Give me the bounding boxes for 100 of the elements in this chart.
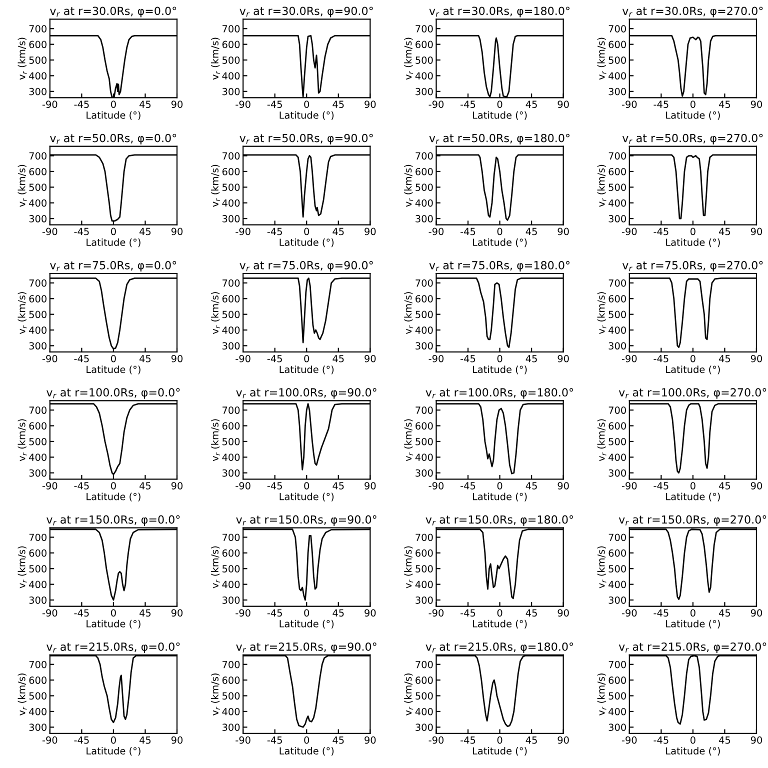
chart-title: v$_{r}$ at r=100.0Rs, φ=270.0° [618, 388, 766, 399]
y-tick-label: 500 [416, 565, 433, 572]
y-tick-label: 500 [222, 565, 240, 572]
x-tick-label: -45 [74, 355, 89, 362]
x-tick-label: 90 [750, 609, 762, 617]
y-tick-label: 400 [29, 326, 46, 334]
y-tick-label: 300 [222, 215, 240, 222]
x-tick-label: 45 [719, 100, 730, 108]
y-axis-title: v$_{r}$ (km/s) [404, 419, 414, 462]
x-tick-label: 45 [526, 482, 537, 490]
line-series [436, 278, 564, 348]
x-tick-label: -90 [236, 736, 250, 744]
x-tick-label: -90 [622, 354, 637, 362]
y-tick-label: 700 [29, 25, 46, 32]
x-tick-label: 90 [750, 100, 762, 108]
y-tick-label: 600 [222, 549, 240, 557]
y-tick-label: 700 [416, 279, 433, 287]
x-tick-label: 45 [526, 355, 537, 362]
y-axis-title: v$_{r}$ (km/s) [18, 419, 27, 462]
y-axis-title: v$_{r}$ (km/s) [18, 546, 27, 588]
y-tick-label: 400 [29, 454, 46, 461]
y-tick-label: 500 [29, 184, 46, 191]
x-tick-label: 90 [171, 354, 183, 362]
y-tick-label: 600 [416, 295, 433, 302]
y-tick-label: 500 [608, 184, 626, 191]
y-tick-label: 400 [222, 72, 240, 80]
x-tick-label: 90 [558, 736, 569, 744]
y-tick-label: 700 [608, 660, 626, 668]
x-axis-title: Latitude (°) [86, 238, 140, 248]
y-tick-label: 700 [222, 25, 240, 32]
y-tick-label: 600 [416, 549, 433, 557]
y-tick-label: 600 [29, 168, 46, 176]
x-tick-label: 90 [171, 228, 183, 236]
x-axis-title: Latitude (°) [666, 111, 720, 120]
y-tick-label: 400 [608, 326, 626, 334]
y-tick-label: 400 [415, 199, 433, 207]
x-tick-label: 0 [497, 228, 502, 236]
x-tick-label: 90 [750, 736, 762, 744]
x-tick-label: 0 [304, 609, 310, 617]
x-tick-label: -45 [74, 100, 89, 108]
y-tick-label: 500 [222, 184, 240, 191]
y-tick-label: 300 [416, 724, 433, 731]
y-tick-label: 300 [416, 469, 433, 477]
y-tick-label: 500 [222, 56, 240, 64]
x-tick-label: 90 [364, 354, 376, 362]
y-tick-label: 500 [416, 184, 433, 191]
x-tick-label: 90 [171, 736, 183, 744]
x-tick-label: -90 [236, 482, 250, 490]
x-tick-label: 0 [111, 354, 116, 362]
y-tick-label: 400 [222, 708, 240, 716]
y-tick-label: 600 [29, 549, 46, 557]
x-tick-label: -45 [267, 609, 282, 617]
y-tick-label: 300 [29, 469, 46, 477]
x-tick-label: -90 [42, 609, 58, 617]
x-tick-label: 45 [719, 482, 730, 490]
y-tick-label: 700 [222, 660, 240, 668]
y-axis-title: v$_{r}$ (km/s) [597, 546, 606, 588]
x-tick-label: -90 [42, 482, 58, 490]
x-tick-label: 45 [526, 736, 537, 744]
y-axis-title: v$_{r}$ (km/s) [597, 674, 606, 716]
x-tick-label: 0 [497, 482, 502, 490]
chart-title: v$_{r}$ at r=30.0Rs, φ=90.0° [240, 6, 373, 18]
y-tick-label: 400 [415, 454, 433, 461]
x-tick-label: -90 [236, 609, 250, 617]
x-tick-label: 90 [364, 228, 376, 236]
chart-title: v$_{r}$ at r=150.0Rs, φ=0.0° [46, 515, 180, 526]
x-tick-label: 45 [332, 736, 344, 744]
x-tick-label: -45 [267, 228, 282, 236]
x-tick-label: -45 [460, 482, 476, 490]
y-axis-title: v$_{r}$ (km/s) [597, 419, 606, 462]
x-axis-title: Latitude (°) [472, 747, 527, 756]
y-tick-label: 700 [416, 660, 433, 668]
y-tick-label: 400 [415, 708, 433, 716]
y-tick-label: 500 [416, 438, 433, 446]
y-tick-label: 300 [222, 724, 240, 731]
x-axis-title: Latitude (°) [280, 111, 334, 120]
y-tick-label: 300 [29, 342, 46, 350]
y-tick-label: 300 [222, 469, 240, 477]
x-tick-label: -90 [42, 228, 58, 236]
y-tick-label: 300 [608, 215, 626, 222]
y-tick-label: 300 [416, 88, 433, 96]
x-axis-title: Latitude (°) [472, 238, 527, 248]
x-tick-label: -90 [428, 354, 444, 362]
x-tick-label: 45 [140, 228, 151, 236]
y-tick-label: 400 [415, 326, 433, 334]
x-tick-label: -90 [428, 228, 444, 236]
x-tick-label: 45 [332, 228, 344, 236]
x-axis-title: Latitude (°) [666, 620, 720, 629]
y-axis-title: v$_{r}$ (km/s) [404, 292, 414, 334]
y-tick-label: 700 [608, 279, 626, 287]
x-axis-title: Latitude (°) [472, 492, 527, 502]
y-tick-label: 300 [416, 596, 433, 604]
x-tick-label: 0 [304, 100, 310, 108]
y-tick-label: 300 [608, 469, 626, 477]
y-tick-label: 400 [608, 454, 626, 461]
y-tick-label: 600 [29, 295, 46, 302]
y-tick-label: 500 [29, 692, 46, 700]
y-tick-label: 300 [608, 724, 626, 731]
y-tick-label: 600 [608, 168, 626, 176]
x-tick-label: 90 [364, 482, 376, 490]
